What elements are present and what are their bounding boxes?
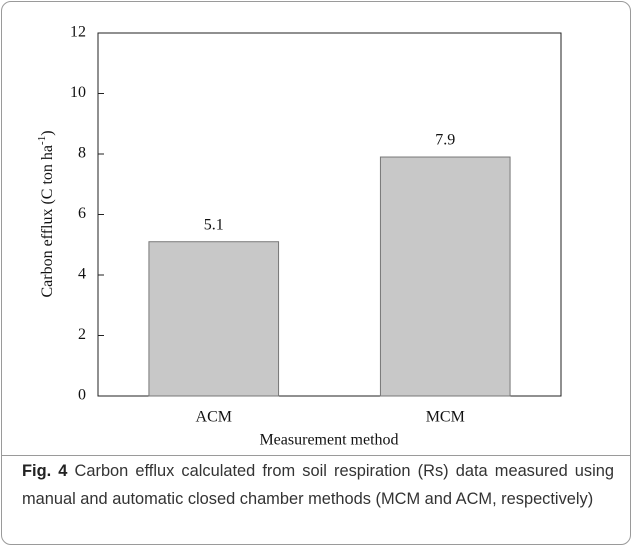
y-tick-label: 6 xyxy=(78,205,86,222)
y-tick-label: 2 xyxy=(78,326,86,343)
y-axis-title-end: ) xyxy=(39,130,56,135)
caption-separator xyxy=(2,455,630,456)
caption-text: Carbon efflux calculated from soil respi… xyxy=(22,462,614,508)
y-tick-label: 12 xyxy=(70,24,86,41)
x-tick-label: MCM xyxy=(426,409,465,426)
x-tick-label: ACM xyxy=(196,409,232,426)
x-axis-title: Measurement method xyxy=(259,432,398,449)
value-label: 5.1 xyxy=(204,216,224,233)
y-tick-label: 10 xyxy=(70,84,86,101)
bar xyxy=(379,156,511,397)
value-label: 7.9 xyxy=(435,132,455,149)
y-axis-title-main: Carbon efflux (C ton ha xyxy=(39,145,56,298)
caption-label: Fig. 4 xyxy=(22,462,68,480)
y-tick-label: 8 xyxy=(78,145,86,162)
y-tick-label: 0 xyxy=(78,387,86,404)
y-axis-title-sup: -1 xyxy=(36,136,48,145)
y-axis-title: Carbon efflux (C ton ha-1) xyxy=(36,130,56,297)
bar xyxy=(148,241,280,397)
chart: Carbon efflux (C ton ha-1) Measurement m… xyxy=(36,24,562,449)
y-tick-label: 4 xyxy=(78,266,86,283)
caption: Fig. 4 Carbon efflux calculated from soi… xyxy=(22,458,614,513)
